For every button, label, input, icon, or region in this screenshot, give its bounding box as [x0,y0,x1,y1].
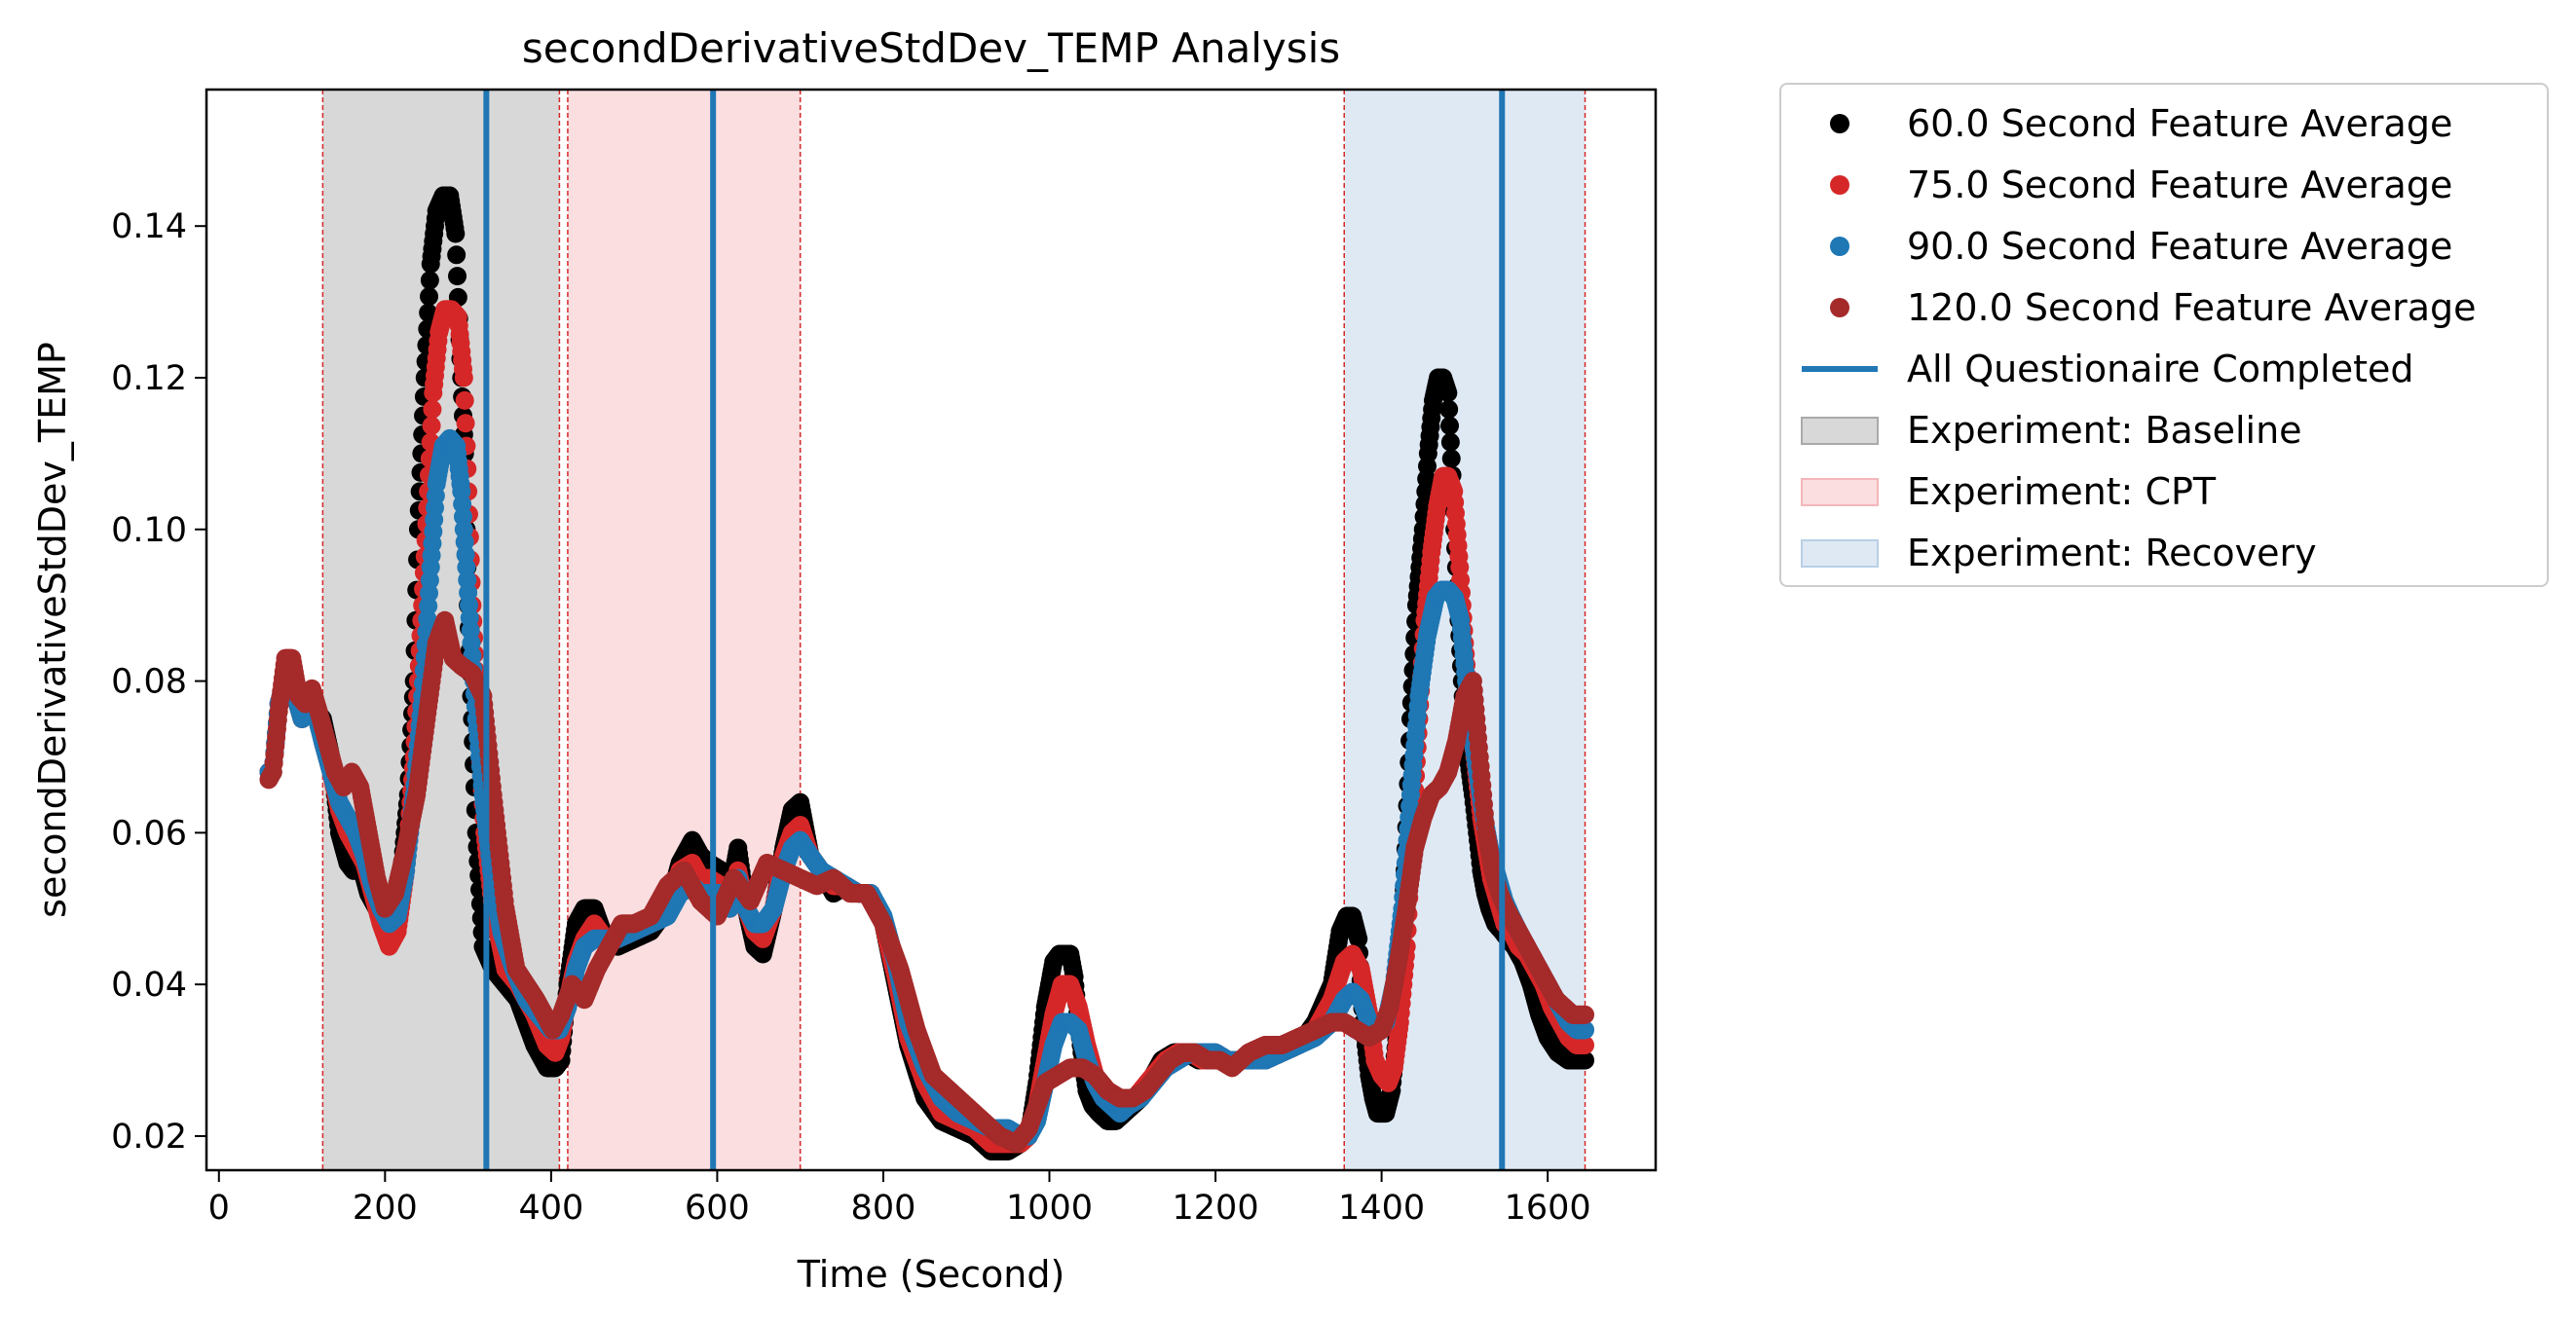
series-0-point [1440,432,1460,452]
series-0-point [1441,449,1461,468]
series-0-point [420,287,439,307]
series-0-point [1438,384,1458,403]
series-0-point [1439,399,1459,419]
series-0-point [447,245,467,265]
series-1-point [456,414,475,433]
series-layer [259,186,1595,1161]
series-1-point [454,368,473,387]
series-1-point [1576,1035,1595,1054]
series-1-point [422,416,441,435]
series-1-point [423,399,442,419]
series-0-point [1576,1050,1595,1070]
series-0-point [420,271,439,290]
series-1-point [455,390,474,410]
series-0-point [419,303,438,322]
series-0-point [446,224,466,243]
series-0-point [448,267,467,286]
series-0-point [1440,416,1460,435]
band-1 [567,90,801,1170]
series-0-point [1349,929,1368,948]
